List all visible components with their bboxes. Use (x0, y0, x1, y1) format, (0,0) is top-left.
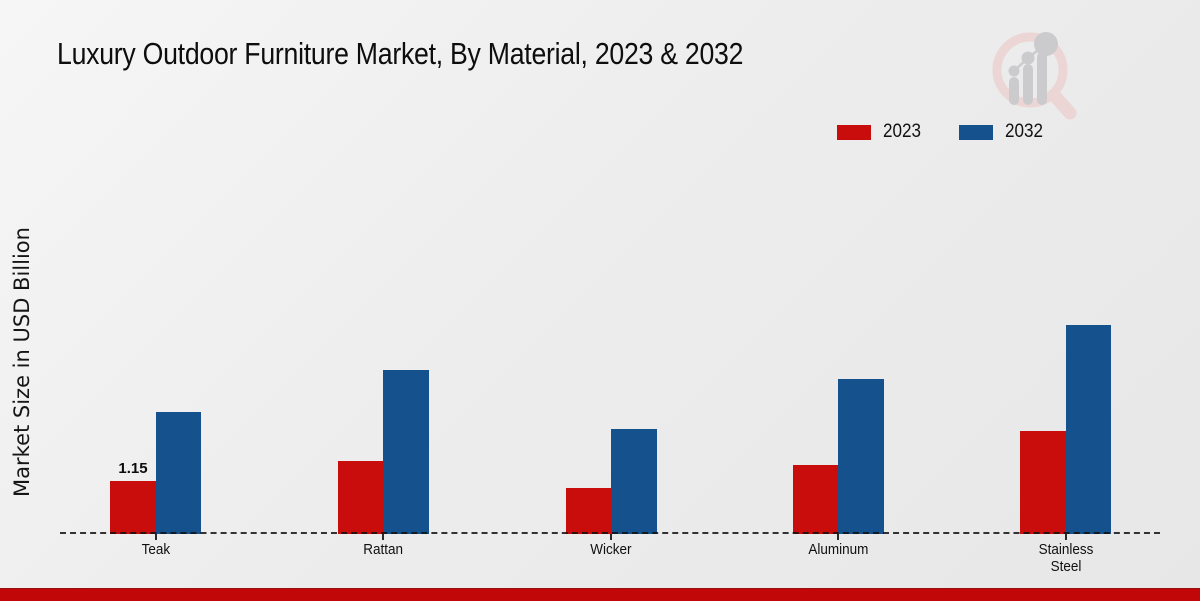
bar-2023-stainless-steel (1020, 431, 1066, 534)
chart-title: Luxury Outdoor Furniture Market, By Mate… (57, 36, 744, 71)
legend-item-2032: 2032 (959, 121, 1047, 143)
bottom-red-band (0, 588, 1200, 601)
legend-item-2023: 2023 (837, 121, 925, 143)
logo-dot-3 (1034, 32, 1058, 56)
bar-2023-teak (110, 481, 156, 534)
bar-2032-wicker (611, 429, 657, 534)
magnifier-handle (1047, 88, 1077, 120)
legend-label-2032: 2032 (1005, 121, 1044, 142)
logo-dot-2 (1021, 51, 1035, 65)
x-tick-teak (154, 534, 157, 540)
bar-2023-rattan (337, 461, 383, 534)
x-tick-rattan (382, 534, 384, 540)
bar-2032-rattan (383, 370, 429, 534)
x-tick-aluminum (837, 534, 839, 540)
bar-2023-aluminum (792, 465, 838, 534)
bar-2023-wicker (565, 488, 611, 534)
x-axis-label-rattan: Rattan (363, 541, 403, 558)
x-tick-wicker (610, 534, 612, 540)
x-axis-label-wicker: Wicker (590, 541, 632, 558)
legend: 2023 2032 (837, 121, 1048, 143)
bar-value-label-2023: 1.15 (118, 460, 148, 477)
x-axis-label-aluminum: Aluminum (807, 541, 869, 558)
legend-label-2023: 2023 (883, 121, 922, 142)
legend-swatch-2023 (837, 124, 871, 140)
x-axis-dashed-baseline (60, 532, 1160, 534)
logo-dot-1 (1008, 65, 1020, 77)
legend-swatch-2032 (959, 124, 994, 140)
logo-bar-medium (1023, 64, 1033, 105)
x-axis-label-stainless-steel: Stainless Steel (1038, 541, 1093, 575)
x-axis-label-teak: Teak (141, 541, 170, 558)
logo-bar-small (1009, 77, 1019, 105)
magnifier-bar-chart-logo-watermark (992, 32, 1077, 120)
x-tick-stainless-steel (1064, 534, 1067, 540)
logo-bar-tall (1037, 52, 1047, 105)
bar-2032-teak (155, 412, 201, 534)
bar-2032-stainless-steel (1065, 325, 1111, 534)
bar-2032-aluminum (838, 379, 884, 534)
